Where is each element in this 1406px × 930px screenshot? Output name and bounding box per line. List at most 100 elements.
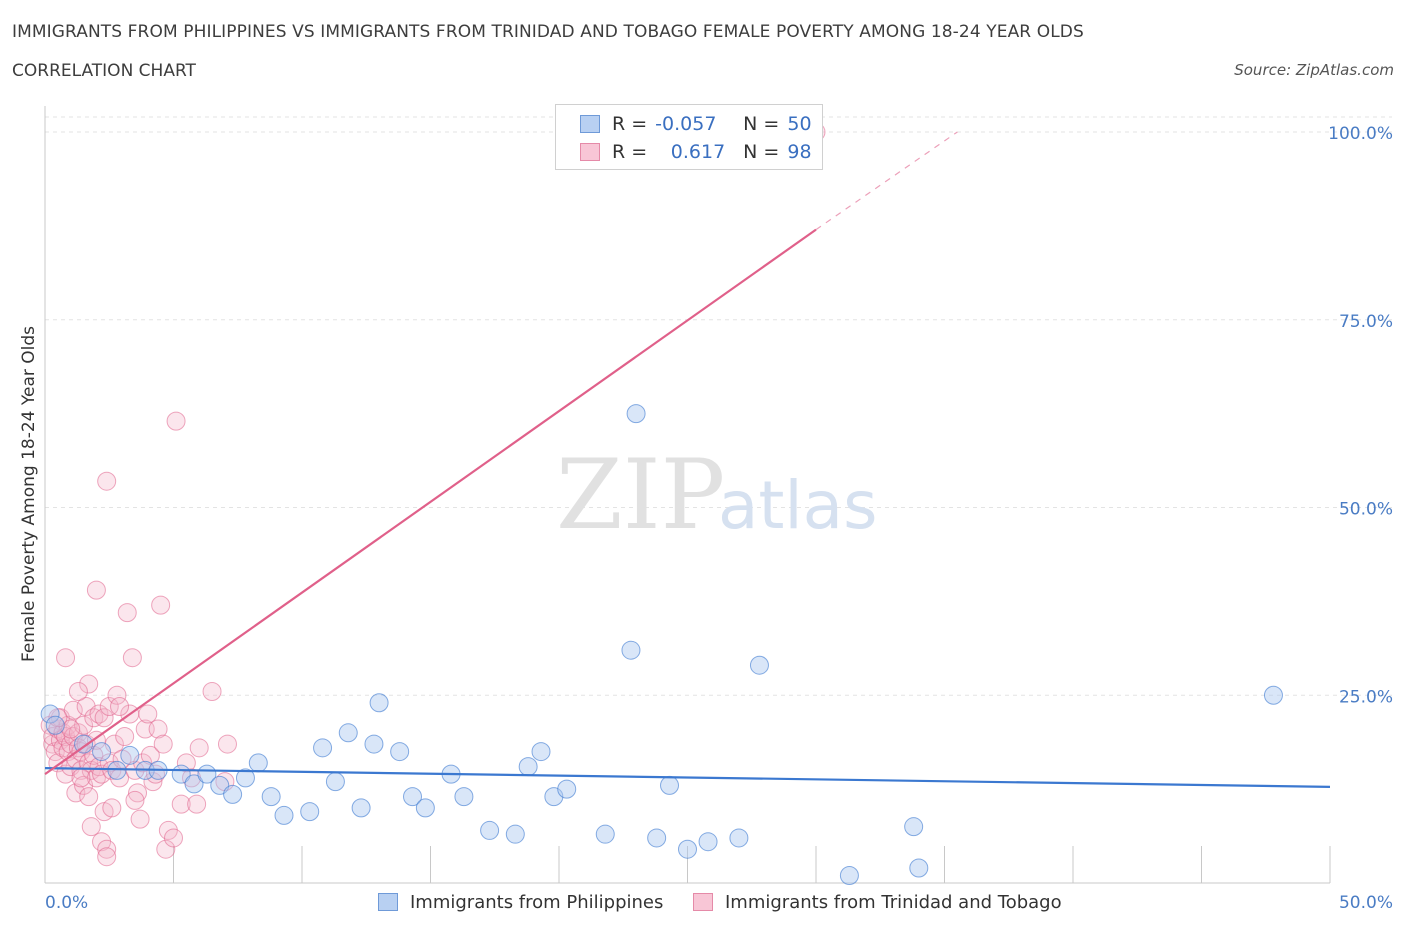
y-tick-label: 25.0% [1339, 687, 1393, 707]
philippines-point [325, 772, 345, 792]
correlation-legend: R = -0.057 N = 50 R = 0.617 N = 98 [555, 104, 823, 170]
y-tick-label: 75.0% [1339, 312, 1393, 332]
trinidad-point [71, 760, 91, 780]
trinidad-point [99, 697, 119, 717]
philippines-point [390, 742, 410, 762]
philippines-point [338, 723, 358, 743]
philippines-point [480, 820, 500, 840]
legend-r-value: -0.057 [655, 113, 717, 135]
philippines-point [364, 734, 384, 754]
trinidad-point [148, 719, 168, 739]
bottom-legend-label: Immigrants from Trinidad and Tobago [725, 891, 1062, 913]
philippines-point [274, 805, 294, 825]
trinidad-point [89, 757, 109, 777]
x-tick-label: 0.0% [45, 893, 88, 913]
axes [44, 106, 1331, 884]
legend-n-label: N = [743, 141, 780, 163]
trinidad-point [130, 809, 150, 829]
bottom-legend-philippines: Immigrants from Philippines [378, 889, 663, 915]
philippines-point [369, 693, 389, 713]
bottom-legend-label: Immigrants from Philippines [410, 891, 664, 913]
bottom-legend-swatch-pink [693, 893, 713, 911]
philippines-point [518, 757, 538, 777]
philippines-point [403, 787, 423, 807]
philippines-point [505, 824, 525, 844]
trinidad-point [61, 719, 81, 739]
legend-swatch-pink [580, 143, 600, 161]
trinidad-point [66, 783, 86, 803]
trinidad-point [97, 847, 117, 867]
trinidad-point [156, 839, 176, 859]
tick-labels: 25.0% 50.0% 75.0% 100.0% 0.0% 50.0% [45, 124, 1393, 913]
trinidad-point [122, 648, 142, 668]
trinidad-point [79, 787, 99, 807]
trinidad-point [102, 798, 122, 818]
x-tick-label: 50.0% [1339, 893, 1393, 913]
philippines-point [729, 828, 749, 848]
trinidad-point [56, 648, 76, 668]
trinidad-point [115, 727, 135, 747]
philippines-point [45, 715, 65, 735]
philippines-point [749, 655, 769, 675]
trinidad-point [97, 471, 117, 491]
trinidad-point [110, 697, 130, 717]
philippines-point [698, 832, 718, 852]
philippines-point [647, 828, 667, 848]
trinidad-point [68, 681, 88, 701]
trinidad-point [107, 685, 127, 705]
trinidad-point [128, 783, 148, 803]
philippines-point [92, 742, 112, 762]
trinidad-point [97, 839, 117, 859]
philippines-point [678, 839, 697, 859]
y-tick-label: 50.0% [1339, 500, 1393, 520]
trend-lines [44, 131, 1331, 788]
legend-n-value: 50 [787, 113, 812, 135]
watermark-atlas: atlas [718, 467, 878, 544]
trinidad-point [125, 790, 145, 810]
trinidad-point [140, 745, 160, 765]
philippines-point [909, 858, 929, 878]
watermark: ZIP atlas [556, 439, 878, 551]
legend-r-label: R = [612, 141, 648, 163]
trinidad-point [84, 708, 104, 728]
legend-r-label: R = [612, 113, 648, 135]
trinidad-point [94, 708, 114, 728]
y-tick-label: 100.0% [1328, 124, 1393, 144]
philippines-point [454, 787, 474, 807]
trinidad-point [153, 734, 173, 754]
bottom-legend-swatch-blue [378, 893, 398, 911]
y-axis-title: Female Poverty Among 18-24 Year Olds [19, 326, 39, 662]
trinidad-point [81, 817, 101, 837]
trinidad-point [187, 794, 207, 814]
philippines-point [621, 640, 641, 660]
philippines-point [107, 760, 127, 780]
trinidad-point [166, 411, 186, 431]
chart-subtitle: CORRELATION CHART [12, 61, 196, 81]
bottom-legend-trinidad: Immigrants from Trinidad and Tobago [693, 889, 1062, 915]
trinidad-point [151, 595, 171, 615]
philippines-point [223, 784, 243, 804]
philippines-point [415, 798, 435, 818]
philippines-point [904, 817, 924, 837]
watermark-zip: ZIP [556, 439, 725, 551]
philippines-point [531, 742, 551, 762]
trinidad-point [217, 734, 237, 754]
trinidad-point [117, 603, 137, 623]
trinidad-point [138, 704, 158, 724]
philippines-point [839, 865, 859, 885]
philippines-point [300, 802, 320, 822]
legend-row-philippines: R = -0.057 N = 50 [580, 111, 812, 137]
trinidad-point [99, 753, 119, 773]
legend-n-value: 98 [787, 141, 812, 163]
philippines-point [40, 704, 60, 724]
philippines-point [626, 404, 646, 424]
philippines-point [235, 768, 255, 788]
trinidad-point [202, 681, 222, 701]
trinidad-point [86, 580, 106, 600]
trinidad-trend-extension [815, 131, 958, 231]
grid-lines [45, 116, 1392, 696]
legend-row-trinidad: R = 0.617 N = 98 [580, 139, 812, 165]
trinidad-trend-line [44, 228, 817, 776]
legend-r-value: 0.617 [670, 141, 726, 163]
